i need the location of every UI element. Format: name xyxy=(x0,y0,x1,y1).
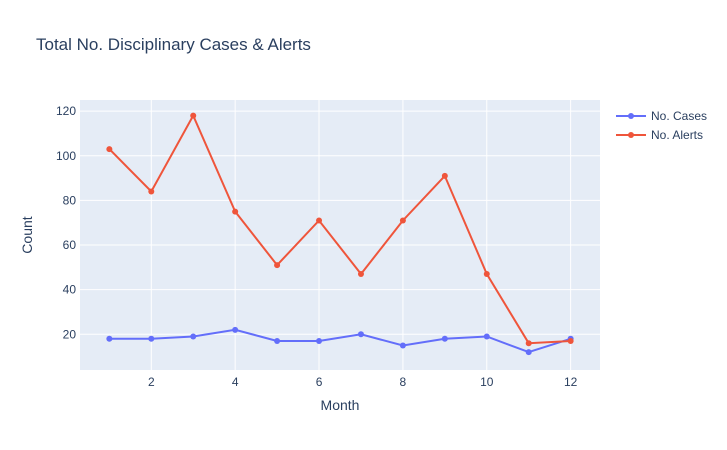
legend-label: No. Cases xyxy=(651,109,707,123)
legend-swatch-marker xyxy=(628,113,634,119)
legend: No. Cases No. Alerts xyxy=(616,109,707,142)
legend-item[interactable]: No. Alerts xyxy=(616,128,703,142)
data-point xyxy=(190,333,197,340)
data-point xyxy=(274,337,281,344)
data-point xyxy=(525,340,532,347)
y-axis-title: Count xyxy=(19,216,35,253)
data-point xyxy=(483,333,490,340)
legend-item[interactable]: No. Cases xyxy=(616,109,707,123)
data-point xyxy=(232,208,239,215)
data-point xyxy=(316,217,323,224)
data-point xyxy=(483,271,490,278)
series-1 xyxy=(106,326,574,356)
legend-swatch-marker xyxy=(628,132,634,138)
data-point xyxy=(399,342,406,349)
data-point xyxy=(316,337,323,344)
series-layer xyxy=(106,112,574,356)
data-point xyxy=(148,188,155,195)
chart-title: Total No. Disciplinary Cases & Alerts xyxy=(36,35,311,54)
y-tick-label: 80 xyxy=(63,193,77,207)
y-tick-label: 100 xyxy=(56,149,76,163)
legend-label: No. Alerts xyxy=(651,128,703,142)
series-2 xyxy=(106,112,574,347)
data-point xyxy=(567,337,574,344)
data-point xyxy=(274,262,281,269)
x-tick-label: 2 xyxy=(148,375,155,389)
x-tick-label: 10 xyxy=(480,375,494,389)
data-point xyxy=(148,335,155,342)
y-tick-label: 60 xyxy=(63,238,77,252)
plot-area xyxy=(80,100,600,370)
data-point xyxy=(190,112,197,119)
x-tick-label: 12 xyxy=(564,375,578,389)
data-point xyxy=(441,172,448,179)
data-point xyxy=(399,217,406,224)
data-point xyxy=(441,335,448,342)
data-point xyxy=(525,349,532,356)
y-tick-label: 40 xyxy=(63,283,77,297)
data-point xyxy=(106,335,113,342)
x-tick-labels: 2 4 6 8 10 12 xyxy=(148,375,578,389)
y-tick-label: 20 xyxy=(63,327,77,341)
x-tick-label: 4 xyxy=(232,375,239,389)
data-point xyxy=(357,271,364,278)
x-tick-label: 8 xyxy=(400,375,407,389)
data-point xyxy=(106,146,113,153)
x-axis-title: Month xyxy=(321,397,360,413)
series-line xyxy=(108,113,571,345)
data-point xyxy=(357,331,364,338)
x-tick-label: 6 xyxy=(316,375,323,389)
y-tick-labels: 20 40 60 80 100 120 xyxy=(56,104,76,341)
grid-lines xyxy=(80,100,600,370)
series-line xyxy=(109,328,571,354)
data-point xyxy=(232,326,239,333)
y-tick-label: 120 xyxy=(56,104,76,118)
